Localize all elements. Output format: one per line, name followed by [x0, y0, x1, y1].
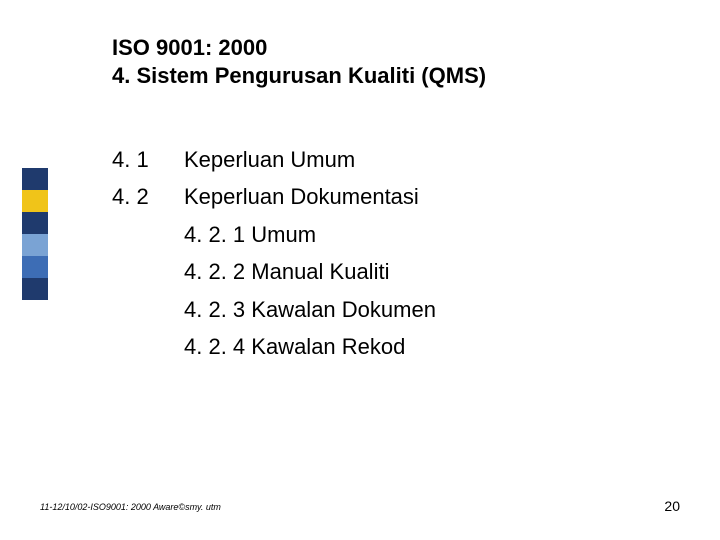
outline-number: 4. 1 — [112, 141, 156, 178]
outline-item: 4. 2. 4 Kawalan Rekod — [184, 328, 436, 365]
title-line-2: 4. Sistem Pengurusan Kualiti (QMS) — [112, 62, 680, 90]
slide-title: ISO 9001: 2000 4. Sistem Pengurusan Kual… — [112, 34, 680, 89]
outline-item: Keperluan Dokumentasi — [184, 178, 436, 215]
outline-content: 4. 1 4. 2 Keperluan Umum Keperluan Dokum… — [112, 141, 680, 365]
sidebar-block — [22, 256, 48, 278]
sidebar-block — [22, 212, 48, 234]
decorative-sidebar — [22, 168, 48, 300]
outline-item: 4. 2. 1 Umum — [184, 216, 436, 253]
slide: ISO 9001: 2000 4. Sistem Pengurusan Kual… — [0, 0, 720, 540]
sidebar-block — [22, 168, 48, 190]
outline-items: Keperluan Umum Keperluan Dokumentasi 4. … — [184, 141, 436, 365]
outline-item: Keperluan Umum — [184, 141, 436, 178]
outline-numbers: 4. 1 4. 2 — [112, 141, 156, 365]
outline-number: 4. 2 — [112, 178, 156, 215]
sidebar-block — [22, 234, 48, 256]
title-line-1: ISO 9001: 2000 — [112, 34, 680, 62]
sidebar-block — [22, 190, 48, 212]
sidebar-block — [22, 278, 48, 300]
outline-item: 4. 2. 3 Kawalan Dokumen — [184, 291, 436, 328]
page-number: 20 — [664, 498, 680, 514]
outline-item: 4. 2. 2 Manual Kualiti — [184, 253, 436, 290]
footer-text: 11-12/10/02-ISO9001: 2000 Aware©smy. utm — [40, 502, 221, 512]
